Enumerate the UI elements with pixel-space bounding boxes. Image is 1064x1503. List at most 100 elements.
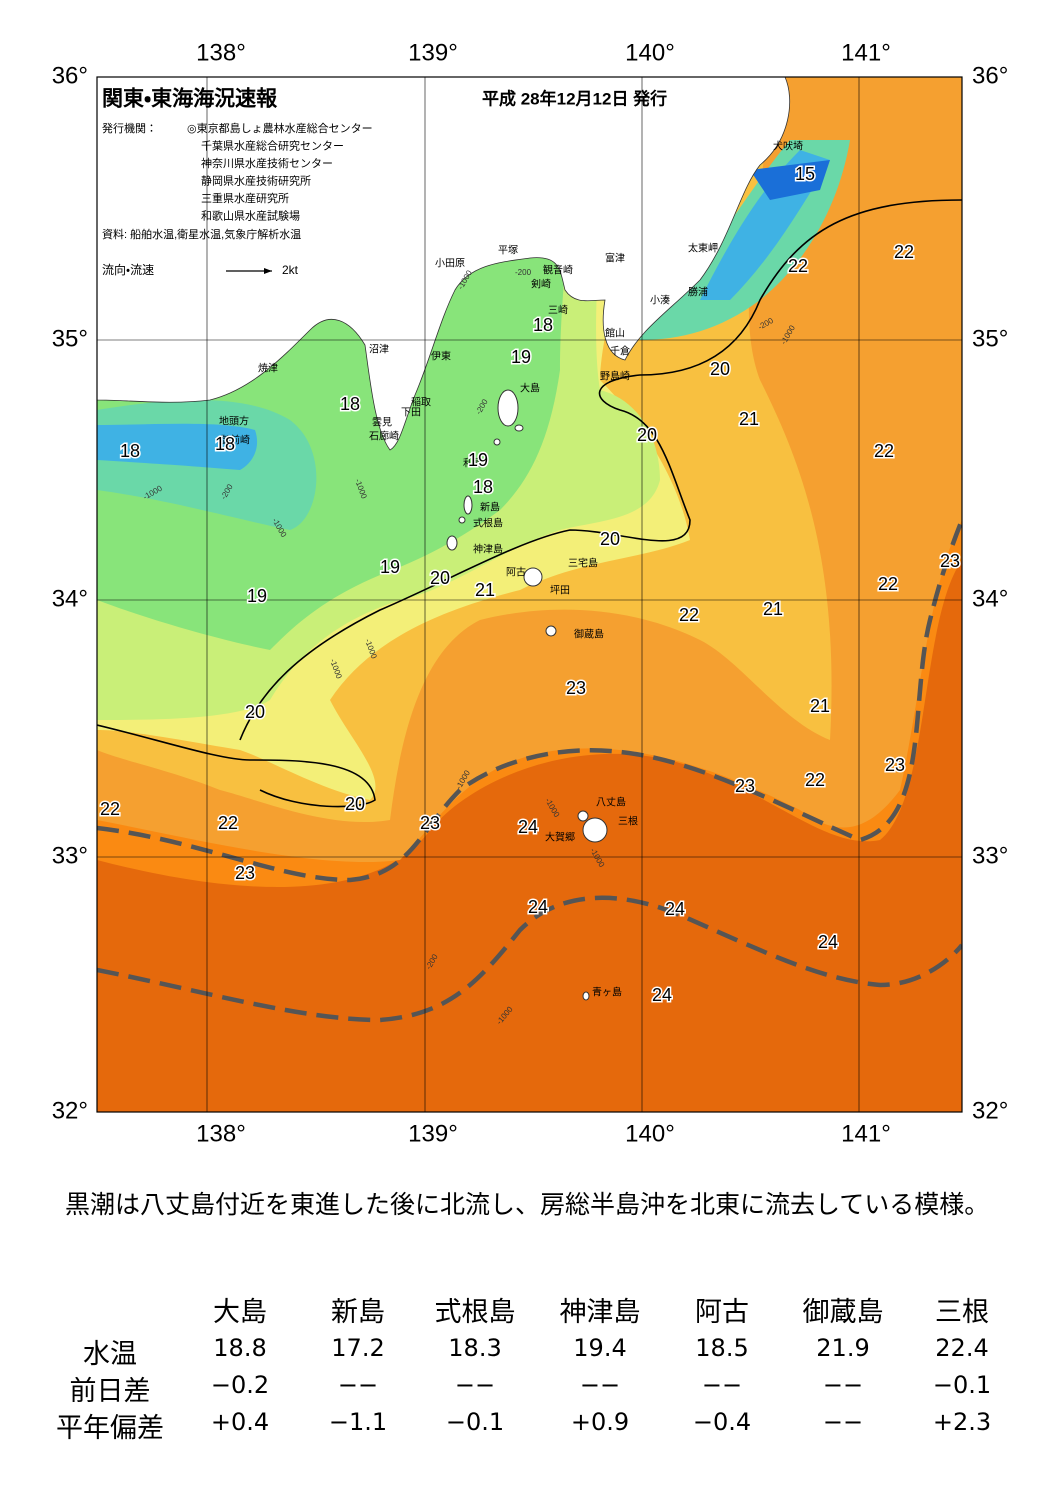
isotherm-label: 20: [345, 794, 365, 814]
flow-label: 流向・流速: [102, 262, 154, 277]
place-label: 坪田: [550, 584, 570, 597]
lon-label-top: 140°: [625, 39, 675, 66]
table-cell: 18.5: [695, 1334, 749, 1362]
table-cell: −0.2: [210, 1371, 270, 1399]
place-label: 野島崎: [600, 370, 630, 383]
lon-label-top: 139°: [408, 39, 458, 66]
issue-date: 平成 28年12月12日 発行: [482, 88, 667, 108]
table-cell: 19.4: [573, 1334, 627, 1362]
isotherm-label: 23: [885, 755, 905, 775]
place-label: 式根島: [473, 517, 503, 530]
place-label: 青ヶ島: [592, 986, 622, 999]
table-cell: +0.4: [210, 1408, 270, 1436]
issuer-label: 発行機関：: [102, 121, 157, 135]
column-header: 式根島: [434, 1297, 516, 1328]
lon-label-top: 138°: [196, 39, 246, 66]
table-cell: −−: [701, 1371, 743, 1399]
place-label: 焼津: [258, 363, 278, 375]
lon-label-bottom: 138°: [196, 1120, 246, 1147]
isotherm-label: 19: [511, 347, 531, 367]
column-header: 御蔵島: [802, 1297, 884, 1328]
issuer: 神奈川県水産技術センター: [201, 156, 333, 170]
column-header: 阿古: [695, 1297, 749, 1328]
place-label: 稲取: [411, 397, 431, 409]
table-cell: 21.9: [816, 1334, 870, 1362]
place-label: 観音崎: [543, 264, 573, 277]
place-label: 御蔵島: [574, 628, 604, 641]
place-label: 千倉: [610, 346, 630, 358]
place-label: 地頭方: [219, 415, 249, 428]
isotherm-label: 19: [380, 557, 400, 577]
place-label: 剣崎: [531, 278, 551, 291]
column-header: 新島: [331, 1297, 385, 1328]
place-label: 利島: [463, 457, 483, 470]
lon-label-bottom: 141°: [841, 1120, 891, 1147]
place-label: 石廊崎: [369, 430, 399, 443]
isotherm-label: 20: [600, 529, 620, 549]
isotherm-label: 24: [665, 899, 685, 919]
issuer: 三重県水産研究所: [201, 191, 289, 205]
isotherm-label: 22: [788, 256, 808, 276]
isotherm-label: 23: [940, 551, 960, 571]
source: 資料: 船舶水温,衛星水温,気象庁解析水温: [102, 227, 301, 241]
observation-table: 大島 新島 式根島 神津島 阿古 御蔵島 三根 水温 18.8 17.2 18.3 19.4 18.5 2…: [0, 1290, 1064, 1444]
lon-label-bottom: 140°: [625, 1120, 675, 1147]
row-label: 平年偏差: [56, 1413, 164, 1444]
place-label: 三崎: [548, 304, 568, 317]
column-header: 大島: [213, 1297, 267, 1328]
isotherm-label: 18: [215, 434, 235, 454]
table-cell: 17.2: [331, 1334, 385, 1362]
lat-label-right: 32°: [972, 1097, 1008, 1124]
isotherm-label: 22: [218, 813, 238, 833]
place-label: 伊東: [431, 350, 451, 363]
table-cell: −0.1: [445, 1408, 505, 1436]
table-cell: −−: [337, 1371, 379, 1399]
row-label: 水温: [83, 1339, 137, 1370]
place-label: 御前崎: [220, 434, 250, 447]
isotherm-label: 21: [739, 409, 759, 429]
lat-label-right: 33°: [972, 842, 1008, 869]
isotherm-label: 22: [100, 799, 120, 819]
isotherm-label: 20: [245, 702, 265, 722]
isotherm-label: 18: [340, 394, 360, 414]
place-label: 大賀郷: [545, 831, 575, 844]
place-label: 三根: [618, 815, 638, 828]
lon-label-bottom: 139°: [408, 1120, 458, 1147]
table-cell: −0.1: [932, 1371, 992, 1399]
table-cell: −0.4: [692, 1408, 752, 1436]
place-label: 大島: [520, 382, 540, 395]
place-label: 犬吠埼: [773, 140, 803, 153]
lat-label-left: 32°: [52, 1097, 88, 1124]
table-cell: 18.8: [213, 1334, 267, 1362]
table-cell: −−: [454, 1371, 496, 1399]
map-title: 関東・東海海況速報: [102, 87, 278, 111]
isotherm-label: 19: [247, 586, 267, 606]
isotherm-label: 15: [795, 164, 815, 184]
lat-label-right: 36°: [972, 62, 1008, 89]
issuer: 静岡県水産技術研究所: [201, 173, 311, 187]
isotherm-label: 20: [637, 425, 657, 445]
issuer: ◎東京都島しょ農林水産総合センター: [187, 121, 373, 135]
lat-label-right: 34°: [972, 585, 1008, 612]
lon-label-top: 141°: [841, 39, 891, 66]
isotherm-label: 18: [473, 477, 493, 497]
row-label: 前日差: [69, 1376, 151, 1407]
isotherm-label: 20: [710, 359, 730, 379]
isotherm-label: 22: [878, 574, 898, 594]
isotherm-label: 23: [566, 678, 586, 698]
isotherm-label: 24: [652, 985, 672, 1005]
isotherm-label: 23: [420, 813, 440, 833]
isotherm-label: 18: [533, 315, 553, 335]
place-label: 八丈島: [596, 796, 626, 809]
table-cell: +0.9: [570, 1408, 630, 1436]
place-label: 新島: [480, 501, 500, 514]
map-labels: 関東・東海海況速報 平成 28年12月12日 発行 発行機関： 資料: 船舶水温…: [52, 39, 1009, 1147]
isotherm-label: 22: [805, 770, 825, 790]
isotherm-label: 21: [763, 599, 783, 619]
place-label: 館山: [605, 327, 625, 340]
lat-label-left: 36°: [52, 62, 88, 89]
issuer: 和歌山県水産試験場: [201, 208, 300, 222]
place-label: 平塚: [498, 245, 518, 257]
lat-label-left: 35°: [52, 325, 88, 352]
